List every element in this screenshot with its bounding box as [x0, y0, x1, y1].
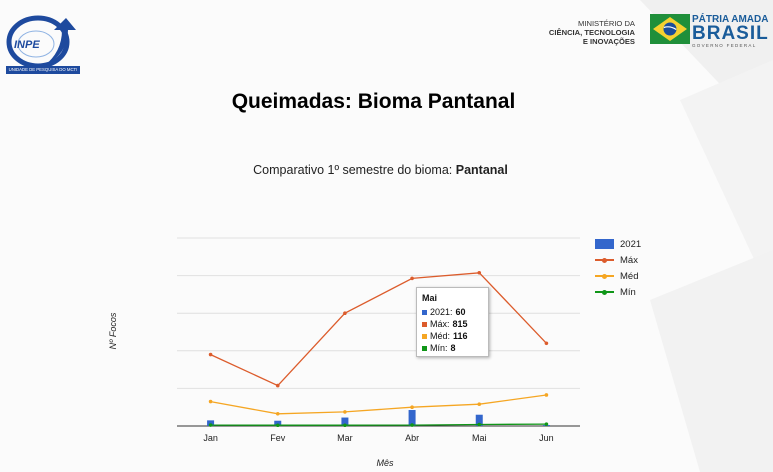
tooltip-value: 815 [452, 319, 468, 329]
tooltip-value: 116 [453, 331, 468, 341]
chart-title-prefix: Comparativo 1º semestre do bioma: [253, 163, 456, 177]
point-Máx [343, 311, 347, 316]
inpe-logo-text: INPE [14, 39, 40, 51]
legend-swatch-min [595, 289, 614, 295]
gov-line-3: GOVERNO FEDERAL [692, 43, 757, 48]
series-line-Máx [210, 272, 547, 387]
ministry-name: MINISTÉRIO DA CIÊNCIA, TECNOLOGIA E INOV… [549, 19, 635, 46]
page-title: Queimadas: Bioma Pantanal [231, 90, 516, 113]
legend-swatch-2021 [595, 239, 614, 249]
legend-swatch-med [595, 273, 614, 279]
bar-2021 [408, 410, 416, 426]
bar-2021 [475, 414, 483, 426]
point-Méd [208, 399, 213, 404]
legend-item-2021[interactable]: 2021 [595, 236, 641, 252]
tooltip-row-max: Máx: 815 [422, 319, 468, 329]
tooltip-row-med: Méd: 116 [422, 331, 468, 341]
point-Máx [544, 341, 549, 346]
legend-item-min[interactable]: Mín [595, 284, 641, 300]
bar-2021 [207, 420, 215, 426]
inpe-subtitle: UNIDADE DE PESQUISA DO MCTI [6, 66, 80, 74]
point-Méd [544, 393, 549, 397]
tooltip-value: 8 [450, 343, 456, 353]
chart-tooltip: Mai 2021: 60 Máx: 815 Méd: 116 Mín: 8 [416, 287, 489, 357]
point-Méd [477, 402, 482, 406]
chart-legend: 2021 Máx Méd Mín [595, 236, 641, 300]
series-line-Mín [210, 423, 547, 426]
gov-line-2: BRASIL [692, 23, 769, 44]
gov-line-1: PÁTRIA AMADA [692, 14, 769, 25]
chart-title: Comparativo 1º semestre do bioma: Pantan… [0, 163, 761, 177]
point-Máx [477, 270, 482, 275]
point-Méd [275, 411, 280, 416]
legend-label-max: Máx [620, 254, 638, 266]
tooltip-title: Mai [422, 293, 438, 303]
tooltip-label: 2021: [430, 307, 453, 317]
legend-label-min: Mín [620, 286, 636, 298]
point-Méd [410, 405, 414, 410]
bar-2021 [341, 417, 349, 426]
government-logo: PÁTRIA AMADA BRASIL GOVERNO FEDERAL [650, 14, 769, 48]
tooltip-swatch [422, 321, 427, 327]
point-Máx [410, 276, 414, 281]
point-Mín [208, 423, 213, 427]
legend-item-med[interactable]: Méd [595, 268, 641, 284]
point-Mín [544, 422, 549, 426]
tooltip-label: Mín: [430, 343, 448, 353]
point-Méd [343, 410, 347, 414]
x-tick-label: Mai [472, 433, 487, 443]
tooltip-label: Méd: [430, 331, 451, 341]
x-tick-label: Fev [270, 433, 286, 443]
ministry-line-2: CIÊNCIA, TECNOLOGIA [548, 28, 635, 37]
x-axis-label: Mês [376, 458, 394, 468]
legend-label-med: Méd [620, 270, 639, 282]
point-Mín [477, 422, 482, 427]
tooltip-swatch [422, 333, 427, 339]
x-tick-label: Mar [337, 433, 353, 443]
tooltip-row-min: Mín: 8 [422, 343, 456, 353]
point-Máx [208, 352, 213, 357]
point-Mín [410, 423, 414, 427]
legend-item-max[interactable]: Máx [595, 252, 641, 268]
ministry-line-1: MINISTÉRIO DA [578, 19, 635, 28]
tooltip-swatch [422, 309, 427, 315]
bar-2021 [274, 420, 282, 426]
point-Mín [275, 423, 280, 428]
point-Mín [343, 423, 347, 428]
legend-label-2021: 2021 [620, 238, 642, 250]
y-axis-label: Nº Focos [108, 312, 118, 350]
tooltip-swatch [422, 345, 427, 351]
series-line-Méd [210, 394, 547, 415]
brazil-flag-icon [650, 14, 690, 44]
tooltip-value: 60 [455, 307, 466, 317]
ministry-line-3: E INOVAÇÕES [582, 37, 635, 46]
chart-title-bold: Pantanal [455, 163, 508, 177]
tooltip-row-2021: 2021: 60 [422, 307, 466, 317]
point-Máx [275, 383, 280, 388]
x-tick-label: Abr [405, 433, 419, 443]
tooltip-label: Máx: [430, 319, 450, 329]
legend-swatch-max [595, 257, 614, 263]
x-tick-label: Jun [539, 433, 554, 443]
x-tick-label: Jan [203, 433, 218, 443]
